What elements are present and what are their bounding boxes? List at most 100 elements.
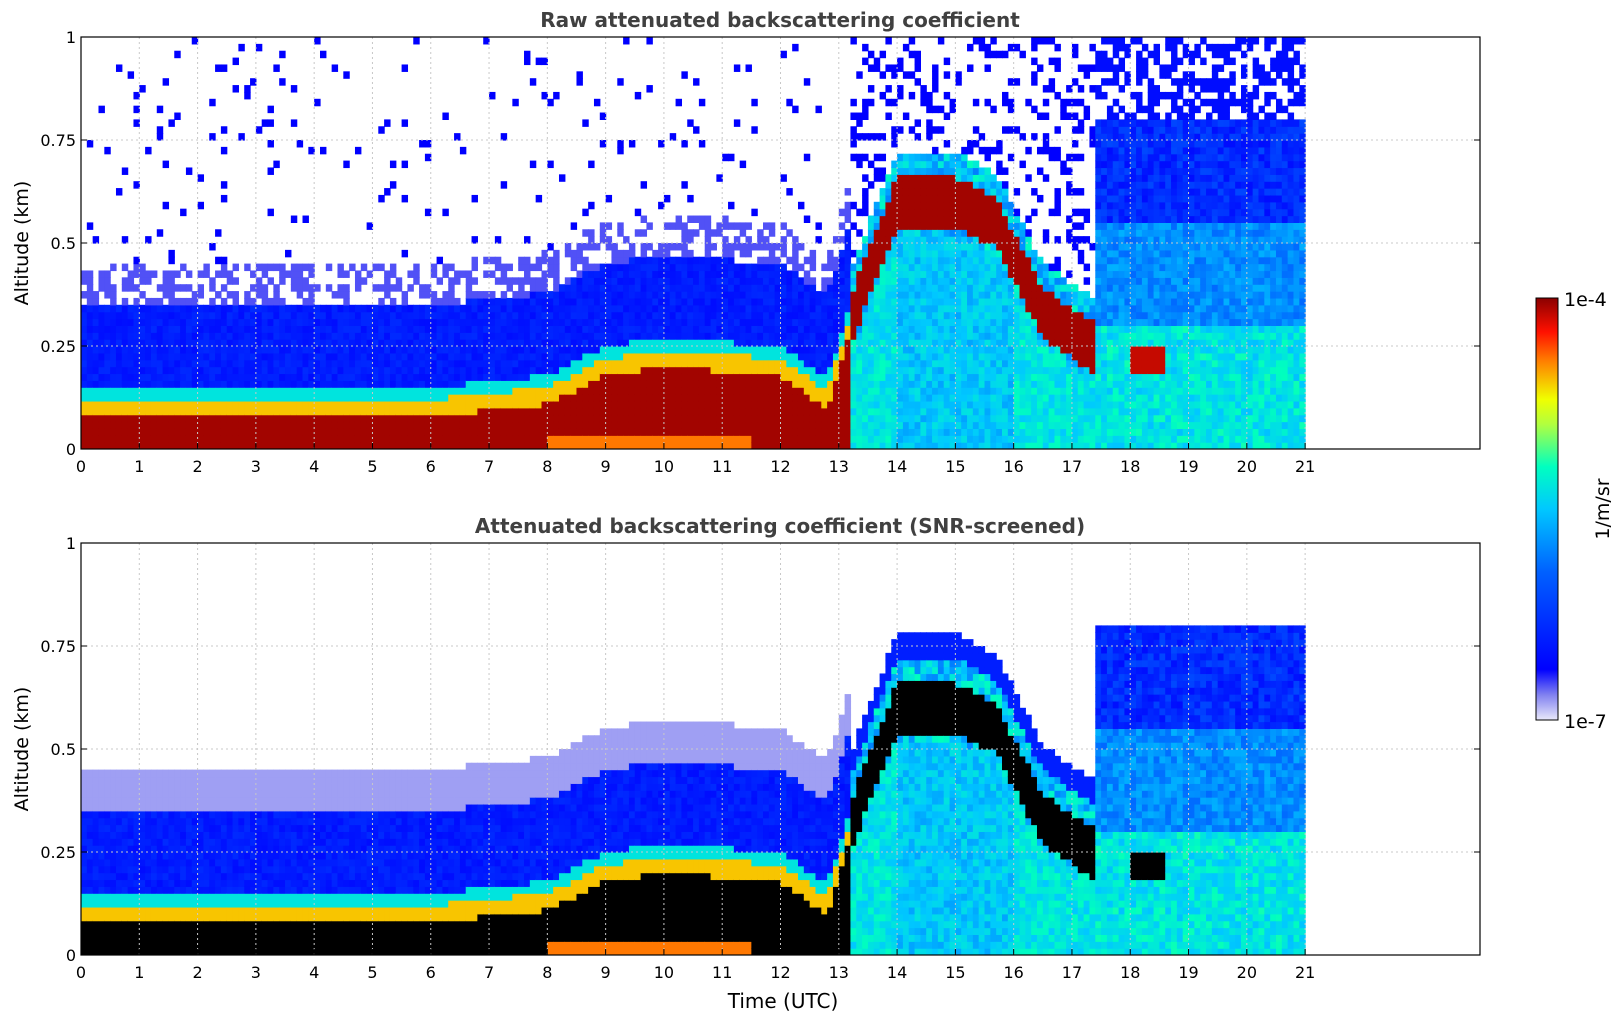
heat-cell (285, 407, 292, 416)
heat-cell (943, 222, 951, 230)
heat-cell (786, 318, 793, 326)
heat-cell (553, 277, 560, 285)
heat-cell (937, 194, 945, 203)
heat-cell (885, 352, 892, 361)
heat-cell (908, 37, 916, 45)
heat-cell (669, 243, 677, 251)
heat-cell (454, 407, 461, 416)
heat-cell (576, 78, 583, 86)
heat-cell (640, 243, 648, 251)
heat-cell (354, 284, 362, 292)
heat-cell (255, 428, 263, 436)
heat-cell (599, 311, 607, 320)
heat-cell (180, 407, 187, 416)
heat-cell (623, 380, 630, 388)
heat-cell (174, 400, 181, 409)
heat-cell (1007, 270, 1015, 278)
heat-cell (261, 387, 269, 395)
heat-cell (658, 400, 665, 409)
heat-cell (588, 201, 595, 210)
heat-cell (902, 236, 910, 244)
heat-cell (996, 50, 1003, 59)
heat-cell (663, 297, 671, 306)
heat-cell (506, 373, 513, 381)
heat-cell (996, 407, 1003, 416)
heat-cell (1007, 98, 1015, 107)
heat-cell (593, 297, 601, 306)
heat-cell (343, 311, 350, 320)
heat-cell (902, 332, 910, 340)
heat-cell (663, 277, 671, 285)
heat-cell (728, 359, 735, 368)
heat-cell (856, 304, 863, 313)
heat-cell (803, 215, 811, 223)
heat-cell (943, 284, 951, 292)
heat-cell (745, 325, 752, 333)
heat-cell (797, 428, 805, 436)
heat-cell (961, 188, 968, 196)
heat-cell (722, 394, 729, 402)
heat-cell (652, 359, 659, 368)
heat-cell (558, 435, 566, 443)
heat-cell (628, 366, 636, 375)
heat-cell (436, 352, 444, 361)
heat-cell (162, 304, 170, 313)
heat-cell (570, 352, 578, 361)
heat-cell (885, 297, 892, 306)
heat-cell (98, 352, 105, 361)
heat-cell (244, 304, 251, 313)
heat-cell (832, 414, 840, 423)
heat-cell (168, 270, 175, 278)
heat-cell (932, 85, 939, 93)
heat-cell (792, 243, 799, 251)
heat-cell (990, 414, 997, 423)
heat-cell (92, 414, 100, 423)
heat-cell (984, 407, 991, 416)
heat-cell (634, 428, 642, 436)
heat-cell (354, 277, 362, 285)
heat-cell (1013, 421, 1021, 429)
heat-cell (156, 414, 164, 423)
heat-cell (803, 414, 811, 423)
heat-cell (250, 325, 257, 333)
heat-cell (500, 332, 508, 340)
heat-cell (599, 394, 607, 402)
heat-cell (273, 339, 280, 347)
heat-cell (185, 167, 193, 175)
heat-cell (366, 435, 374, 443)
heat-cell (419, 400, 426, 409)
heat-cell (86, 284, 94, 292)
heat-cell (273, 346, 280, 354)
heat-cell (949, 229, 956, 237)
heat-cell (343, 421, 350, 429)
heat-cell (145, 387, 152, 395)
heat-cell (751, 359, 758, 368)
heat-cell (180, 421, 187, 429)
heat-cell (156, 325, 164, 333)
heat-cell (308, 339, 315, 347)
heat-cell (570, 400, 578, 409)
heat-cell (209, 243, 216, 251)
heat-cell (290, 352, 298, 361)
heat-cell (605, 400, 613, 409)
heat-cell (465, 359, 473, 368)
heat-cell (634, 414, 642, 423)
heat-cell (1013, 188, 1021, 196)
heat-cell (506, 346, 513, 354)
heat-cell (687, 284, 694, 292)
heat-cell (967, 400, 974, 409)
heat-cell (716, 304, 723, 313)
heat-cell (599, 325, 607, 333)
heat-cell (722, 352, 729, 361)
heat-cell (191, 428, 199, 436)
heat-cell (331, 407, 339, 416)
heat-cell (768, 284, 776, 292)
heat-cell (448, 407, 455, 416)
heat-cell (250, 414, 257, 423)
heat-cell (728, 256, 735, 265)
heat-cell (978, 407, 986, 416)
heat-cell (733, 270, 741, 278)
heat-cell (844, 373, 852, 381)
heat-cell (494, 428, 502, 436)
heat-cell (628, 318, 636, 326)
